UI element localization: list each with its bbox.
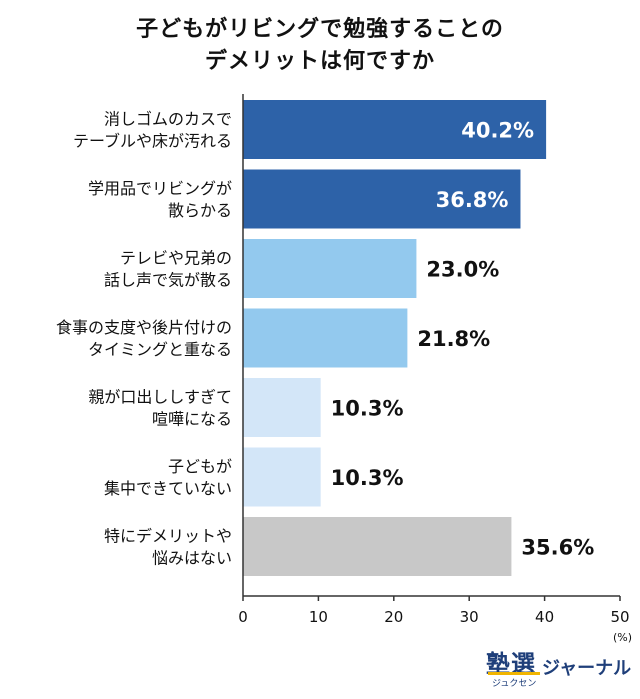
data-label-2: 36.8% [436,188,509,212]
category-label-4-line-1: 食事の支度や後片付けの [56,318,232,337]
category-label-5-line-2: 喧嘩になる [152,410,232,429]
data-label-4: 21.8% [417,327,490,351]
x-axis-unit-label: (%) [613,631,632,644]
data-label-7: 35.6% [521,536,594,560]
data-label-5: 10.3% [331,397,404,421]
category-label-6-line-2: 集中できていない [104,479,232,498]
bar-3 [243,239,417,298]
bar-6 [243,447,321,507]
chart-title-line-2: デメリットは何ですか [204,49,435,74]
category-label-6-line-1: 子どもが [168,457,232,476]
data-label-6: 10.3% [331,466,404,490]
data-label-1: 40.2% [461,119,534,143]
bar-5 [243,378,321,437]
x-tick-label-20: 20 [384,608,403,626]
x-tick-label-30: 30 [460,608,479,626]
chart-title-line-1: 子どもがリビングで勉強することの [136,17,504,42]
category-label-2-line-1: 学用品でリビングが [88,179,232,198]
bar-7 [243,517,512,576]
category-label-1-line-1: 消しゴムのカスで [104,110,232,129]
chart-title: 子どもがリビングで勉強することの デメリットは何ですか [0,14,640,78]
x-tick-label-40: 40 [535,608,554,626]
category-label-5-line-1: 親が口出ししすぎて [88,388,232,407]
category-label-7-line-1: 特にデメリットや [104,527,232,546]
category-label-7-line-2: 悩みはない [152,549,232,568]
category-label-3-line-1: テレビや兄弟の [120,249,232,268]
category-label-3-line-2: 話し声で気が散る [104,271,232,290]
bar-1 [243,100,547,159]
logo-kana-text: ジャーナル [542,658,632,679]
x-tick-label-10: 10 [309,608,328,626]
category-label-1-line-2: テーブルや床が汚れる [73,132,232,151]
logo-sub-text: ジュクセン [492,679,537,689]
category-label-2-line-2: 散らかる [168,201,232,220]
category-label-4-line-2: タイミングと重なる [88,340,232,359]
juku-sen-journal-logo: 塾選 ジュクセン ジャーナル [486,642,636,692]
data-label-3: 23.0% [426,258,499,282]
x-tick-label-0: 0 [238,608,248,626]
bar-4 [243,308,408,368]
x-tick-label-50: 50 [610,608,629,626]
logo-underline [488,672,540,675]
bar-2 [243,169,521,229]
